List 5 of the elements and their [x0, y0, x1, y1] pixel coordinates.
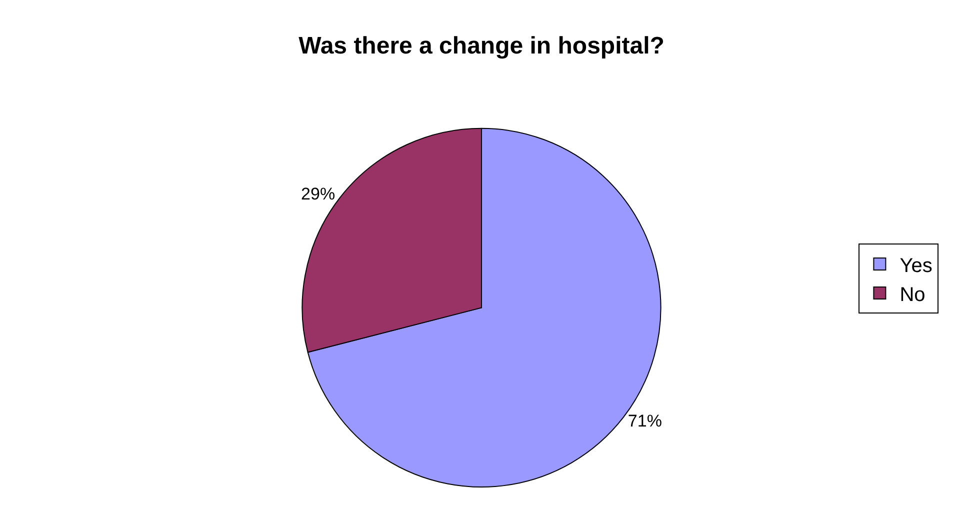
legend-label: No [900, 284, 926, 306]
chart-title: Was there a change in hospital? [298, 32, 664, 60]
legend-label: Yes [900, 254, 932, 277]
data-label: 29% [301, 184, 336, 204]
data-label: 71% [628, 412, 662, 431]
